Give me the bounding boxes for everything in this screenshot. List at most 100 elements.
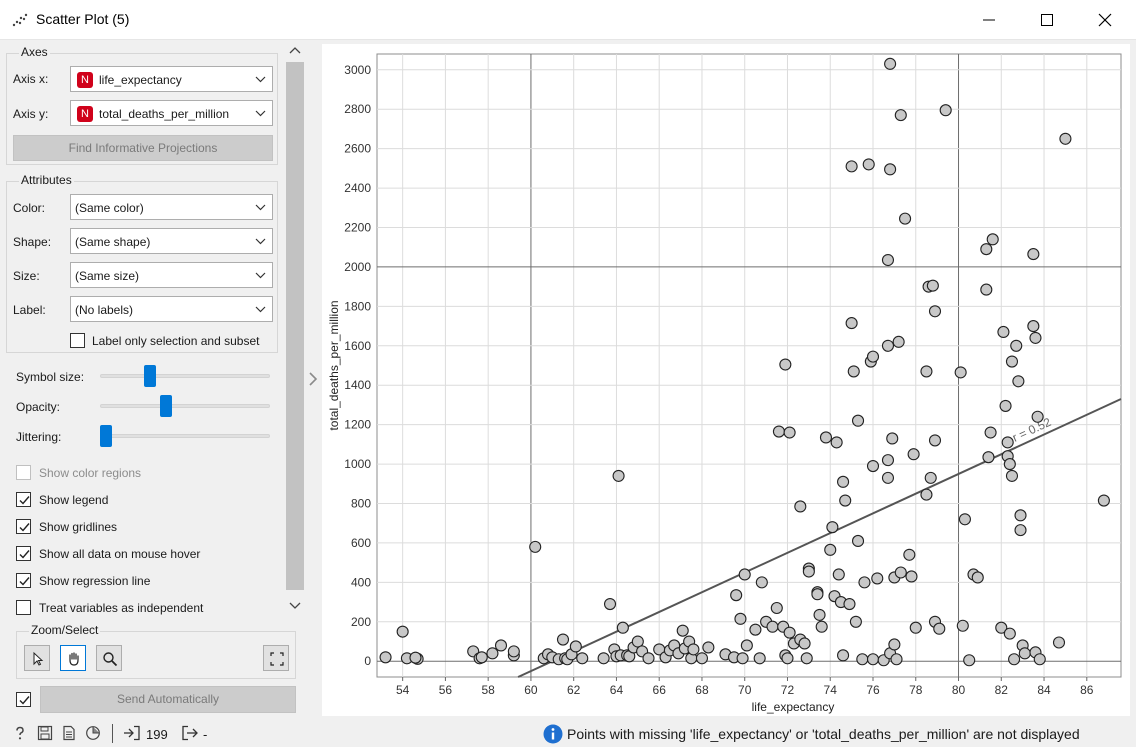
x-axis-label: life_expectancy [752,700,835,714]
data-point [753,652,766,665]
symbol-size-track[interactable] [100,374,270,378]
zoom-tool-button[interactable] [96,645,122,671]
label-combo[interactable]: (No labels) [70,296,273,322]
data-point [824,543,837,556]
report-icon[interactable] [61,725,77,741]
data-point [845,317,858,330]
size-combo[interactable]: (Same size) [70,262,273,288]
data-point [772,425,785,438]
data-point [1033,653,1046,666]
data-point [603,598,617,611]
color-value: (Same color) [75,201,144,215]
data-point [826,521,839,534]
axis-x-combo[interactable]: N life_expectancy [70,66,273,92]
x-tick-label: 76 [866,683,880,697]
x-tick-label: 54 [396,683,410,697]
data-point [881,339,895,352]
data-point [894,109,907,122]
data-point [616,621,629,634]
chevron-down-icon [255,110,266,117]
jittering-slider[interactable] [100,425,112,447]
data-point [1005,469,1019,482]
y-tick-label: 200 [351,615,371,629]
find-informative-projections-button[interactable]: Find Informative Projections [13,135,273,161]
shape-combo[interactable]: (Same shape) [70,228,273,254]
data-point [1014,509,1027,522]
data-point [851,414,865,427]
y-tick-label: 1600 [344,339,371,353]
pan-tool-button[interactable] [60,645,86,671]
data-point [695,652,709,665]
x-tick-label: 62 [567,683,581,697]
data-point [1012,375,1025,388]
maximize-button[interactable] [1018,0,1076,40]
minimize-button[interactable] [960,0,1018,40]
data-point [1097,494,1110,507]
axis-y-combo[interactable]: N total_deaths_per_million [70,100,273,126]
data-point [886,432,899,445]
plot-area[interactable]: 54 56 58 60 62 64 66 68 70 72 74 76 78 80 82 84 86 0 200 40… [322,44,1130,716]
data-point [980,243,993,256]
input-icon [124,725,140,741]
window-title: Scatter Plot (5) [36,11,130,27]
label-only-selection-checkbox[interactable] [70,333,85,348]
help-icon[interactable] [12,725,28,741]
data-point [1003,458,1016,471]
data-point [802,565,815,578]
data-point [843,598,856,611]
data-point [982,451,995,464]
data-point [1029,331,1042,344]
opacity-slider[interactable] [160,395,173,417]
checkmark-icon [19,523,30,532]
data-point [830,436,843,449]
control-panel-scrollbar[interactable] [285,40,305,620]
send-automatically-button[interactable]: Send Automatically [40,686,296,713]
data-point [997,325,1010,339]
save-icon[interactable] [37,725,53,741]
jittering-track[interactable] [100,434,270,438]
show-all-data-on-mouse-hover-checkbox[interactable] [16,546,31,561]
data-point [1005,355,1019,368]
panel-splitter[interactable] [306,40,322,720]
send-automatically-checkbox[interactable] [16,692,31,707]
data-point [766,620,779,633]
maximize-icon [1041,14,1053,26]
scatter-plot-icon [12,13,28,27]
data-point [379,651,392,664]
x-tick-label: 86 [1080,683,1094,697]
data-point [858,576,871,589]
axis-x-label: Axis x: [13,72,49,86]
symbol-size-slider[interactable] [144,365,157,387]
scatter-chart[interactable]: 54 56 58 60 62 64 66 68 70 72 74 76 78 80 82 84 86 0 200 40… [322,44,1130,716]
show-legend-checkbox[interactable] [16,492,31,507]
opacity-track[interactable] [100,404,270,408]
checkmark-icon [19,696,30,705]
chevron-right-icon[interactable] [308,372,318,386]
x-tick-label: 72 [781,683,795,697]
treat-variables-as-independent-checkbox[interactable] [16,600,31,615]
reset-zoom-button[interactable] [263,645,289,671]
x-tick-label: 70 [738,683,752,697]
status-message: Points with missing 'life_expectancy' or… [567,726,1080,742]
show-gridlines-checkbox[interactable] [16,519,31,534]
data-point [781,652,794,665]
close-button[interactable] [1076,0,1134,40]
data-point [862,158,875,171]
color-combo[interactable]: (Same color) [70,194,273,220]
show-regression-line-checkbox[interactable] [16,573,31,588]
y-tick-label: 400 [351,575,371,589]
data-point [736,652,749,665]
x-tick-label: 66 [653,683,667,697]
scroll-down-icon[interactable] [289,602,301,610]
data-point [894,566,907,579]
opacity-label: Opacity: [16,400,61,414]
data-point [1001,436,1014,449]
show-color-regions-checkbox[interactable] [16,465,31,480]
data-point [749,623,762,636]
select-tool-button[interactable] [24,645,50,671]
scrollbar-thumb[interactable] [286,62,304,590]
visualize-icon[interactable] [85,725,101,741]
scroll-up-icon[interactable] [289,46,301,54]
data-point [999,399,1012,412]
data-point [494,639,508,652]
